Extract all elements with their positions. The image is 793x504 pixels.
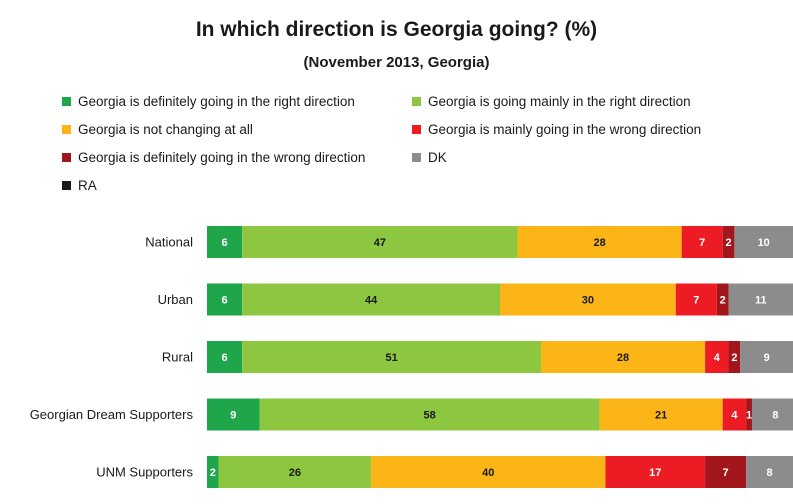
category-label: Georgian Dream Supporters xyxy=(30,407,194,422)
bar-segment xyxy=(705,456,747,488)
data-label: 2 xyxy=(210,467,216,479)
data-label: 21 xyxy=(655,410,667,422)
data-label: 2 xyxy=(720,295,726,307)
data-label: 8 xyxy=(772,410,778,422)
data-label: 26 xyxy=(289,467,301,479)
bar-segment xyxy=(751,398,793,431)
legend-label: Georgia is going mainly in the right dir… xyxy=(428,93,691,109)
data-label: 6 xyxy=(222,295,228,307)
data-label: 30 xyxy=(582,295,594,307)
legend-swatch xyxy=(62,124,71,134)
data-label: 9 xyxy=(230,410,236,422)
bar-segment xyxy=(746,456,793,488)
bar-segment xyxy=(207,456,219,488)
data-label: 51 xyxy=(385,352,397,364)
data-label: 44 xyxy=(365,295,378,307)
data-label: 40 xyxy=(482,467,494,479)
bar-segment xyxy=(242,341,542,373)
legend-swatch xyxy=(412,152,421,162)
bar-segment xyxy=(541,341,706,373)
data-label: 10 xyxy=(758,237,770,249)
data-label: 7 xyxy=(699,237,705,249)
bar-segment xyxy=(746,398,752,431)
legend-item-definitely-wrong: Georgia is definitely going in the wrong… xyxy=(62,148,365,166)
bar-segment xyxy=(605,456,706,488)
bar-segment xyxy=(242,283,500,316)
data-label: 11 xyxy=(755,295,767,307)
data-label: 47 xyxy=(374,237,386,249)
bar-segment xyxy=(517,226,682,258)
legend-item-dk: DK xyxy=(412,148,447,166)
category-label: National xyxy=(145,235,193,250)
data-label: 6 xyxy=(222,237,228,249)
bar-segment xyxy=(599,398,723,431)
legend-item-definitely-right: Georgia is definitely going in the right… xyxy=(62,92,355,110)
data-label: 6 xyxy=(222,352,228,364)
legend-label: DK xyxy=(428,149,447,165)
bar-segment xyxy=(259,398,600,431)
chart-title: In which direction is Georgia going? (%) xyxy=(195,18,598,41)
legend-swatch xyxy=(62,152,71,162)
bar-segment xyxy=(218,456,372,488)
data-label: 4 xyxy=(714,352,721,364)
data-label: 8 xyxy=(766,467,772,479)
bar-segment xyxy=(740,341,793,373)
legend-swatch xyxy=(412,124,421,134)
category-label: UNM Supporters xyxy=(96,465,193,480)
data-label: 28 xyxy=(593,237,605,249)
bar-segment xyxy=(722,398,747,431)
legend-label: Georgia is not changing at all xyxy=(78,121,253,137)
legend-swatch xyxy=(412,96,421,106)
bar-segment xyxy=(728,283,793,316)
bar-segment xyxy=(675,283,717,316)
bar-segment xyxy=(716,283,729,316)
bar-segment xyxy=(242,226,518,258)
bar-segment xyxy=(207,398,260,431)
legend-item-mainly-wrong: Georgia is mainly going in the wrong dir… xyxy=(412,120,701,138)
legend-label: Georgia is mainly going in the wrong dir… xyxy=(428,121,702,137)
data-label: 7 xyxy=(723,467,729,479)
bar-segment xyxy=(207,226,243,258)
data-label: 2 xyxy=(725,237,731,249)
bar-segment xyxy=(207,341,243,373)
bar-segment xyxy=(500,283,676,316)
legend-item-mainly-right: Georgia is going mainly in the right dir… xyxy=(412,92,691,110)
bar-segment xyxy=(705,341,729,373)
data-label: 28 xyxy=(617,352,629,364)
bar-segment xyxy=(728,341,741,373)
legend-swatch xyxy=(62,96,71,106)
legend-item-ra: RA xyxy=(62,176,97,194)
chart-subtitle: (November 2013, Georgia) xyxy=(303,54,490,71)
legend-label: Georgia is definitely going in the wrong… xyxy=(78,149,366,165)
data-label: 4 xyxy=(731,410,738,422)
legend-swatch xyxy=(62,180,71,190)
data-label: 9 xyxy=(764,352,770,364)
category-label: Rural xyxy=(162,350,193,365)
data-label: 58 xyxy=(424,410,436,422)
bar-segment xyxy=(371,456,606,488)
legend-item-not-changing: Georgia is not changing at all xyxy=(62,120,253,138)
legend-label: Georgia is definitely going in the right… xyxy=(78,93,355,109)
data-label: 1 xyxy=(746,410,752,422)
bar-segment xyxy=(734,226,793,258)
data-label: 17 xyxy=(649,467,661,479)
data-label: 7 xyxy=(693,295,699,307)
data-label: 2 xyxy=(731,352,737,364)
bar-segment xyxy=(681,226,723,258)
legend-label: RA xyxy=(78,177,97,193)
category-label: Urban xyxy=(158,292,193,307)
bar-segment xyxy=(722,226,735,258)
bar-segment xyxy=(207,283,243,316)
